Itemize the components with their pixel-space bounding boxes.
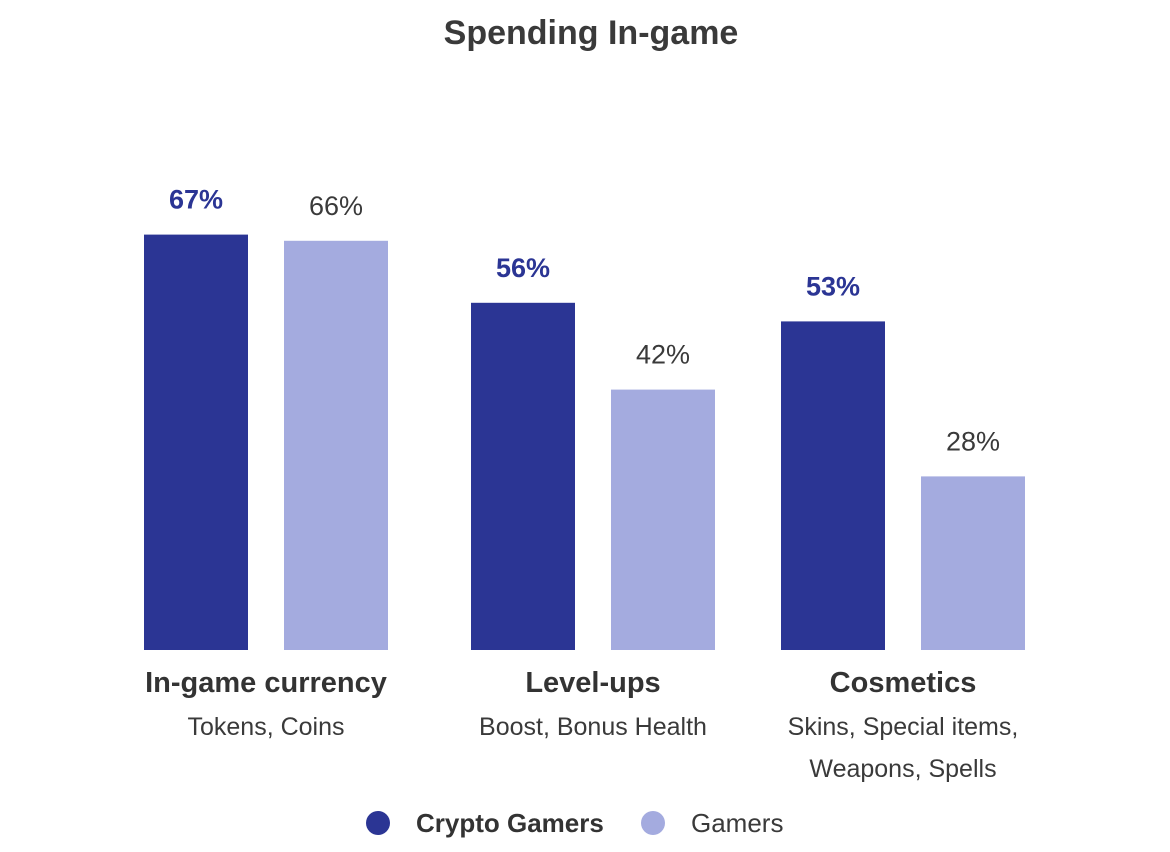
legend-swatch-gamers xyxy=(641,811,665,835)
value-labels-group: 67% 56% 53% 66% 42% 28% xyxy=(169,185,1000,457)
value-label-crypto-gamers-in-game-currency: 67% xyxy=(169,185,223,215)
category-label-cosmetics: Cosmetics xyxy=(830,667,977,699)
category-subtitle-cosmetics-2: Weapons, Spells xyxy=(809,755,996,783)
bar-crypto-gamers-level-ups xyxy=(471,302,575,650)
category-subtitle-level-ups-1: Boost, Bonus Health xyxy=(479,713,707,741)
bar-crypto-gamers-in-game-currency xyxy=(144,234,248,650)
chart-title: Spending In-game xyxy=(444,14,739,52)
category-subtitle-in-game-currency-1: Tokens, Coins xyxy=(187,713,344,741)
bar-gamers-cosmetics xyxy=(921,476,1025,650)
category-subtitle-cosmetics-1: Skins, Special items, xyxy=(788,713,1019,741)
category-label-in-game-currency: In-game currency xyxy=(145,667,387,699)
legend-label-crypto-gamers: Crypto Gamers xyxy=(416,808,604,838)
legend-swatch-crypto-gamers xyxy=(366,811,390,835)
bar-crypto-gamers-cosmetics xyxy=(781,321,885,650)
bar-gamers-in-game-currency xyxy=(284,240,388,651)
legend-label-gamers: Gamers xyxy=(691,808,783,838)
bars-group xyxy=(144,234,1025,651)
value-label-gamers-in-game-currency: 66% xyxy=(309,191,363,221)
bar-gamers-level-ups xyxy=(611,389,715,650)
value-label-crypto-gamers-level-ups: 56% xyxy=(496,253,550,283)
category-labels-group: In-game currency Tokens, Coins Level-ups Bo… xyxy=(145,667,1018,783)
category-label-level-ups: Level-ups xyxy=(525,667,660,699)
value-label-gamers-level-ups: 42% xyxy=(636,340,690,370)
value-label-crypto-gamers-cosmetics: 53% xyxy=(806,271,860,301)
legend: Crypto Gamers Gamers xyxy=(366,808,783,838)
value-label-gamers-cosmetics: 28% xyxy=(946,426,1000,456)
